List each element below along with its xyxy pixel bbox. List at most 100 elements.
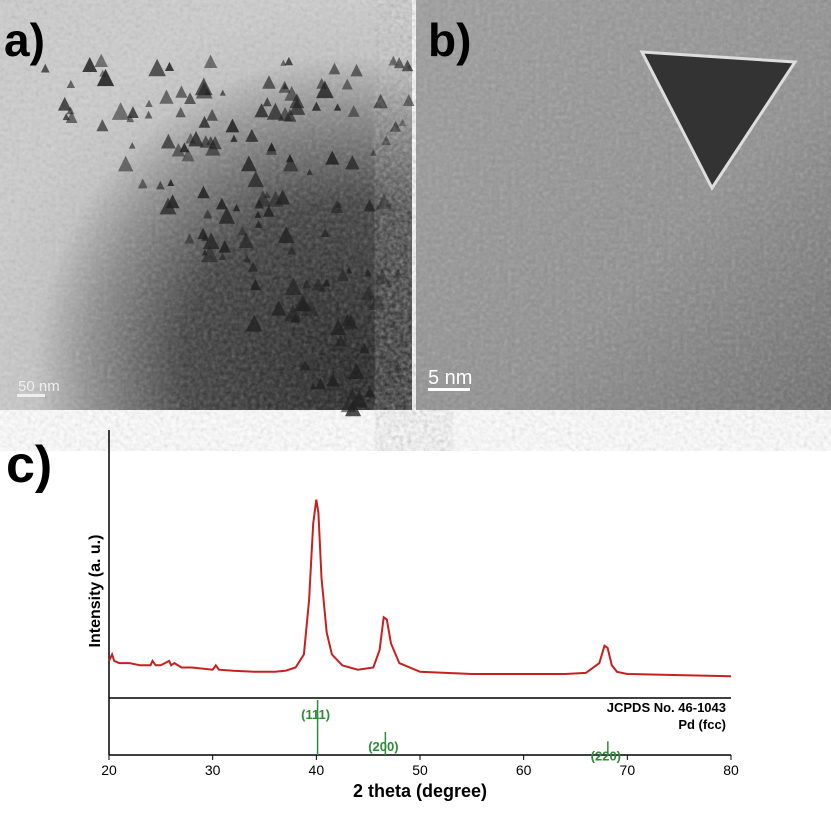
particle	[96, 68, 115, 87]
particle	[263, 190, 271, 199]
particle	[333, 103, 342, 111]
reference-label: (220)	[591, 748, 621, 763]
particle	[328, 62, 341, 75]
particle	[282, 155, 299, 172]
particle	[401, 59, 414, 72]
x-tick-label: 50	[412, 762, 428, 778]
particle	[117, 155, 134, 172]
particle	[197, 227, 209, 240]
particle	[111, 102, 130, 120]
particle	[144, 110, 153, 119]
scale-bar-label: 50 nm	[18, 378, 60, 395]
particle	[280, 59, 287, 66]
particle	[330, 200, 344, 213]
particle	[206, 136, 216, 145]
particle	[238, 232, 254, 249]
particle	[179, 142, 190, 153]
particle	[254, 210, 262, 218]
particle	[370, 149, 377, 156]
particle	[341, 78, 353, 90]
particle	[350, 390, 368, 408]
particle	[254, 220, 263, 228]
particle	[184, 233, 195, 244]
particle	[359, 342, 370, 354]
particle	[243, 254, 251, 263]
panel-label: a)	[4, 14, 45, 66]
particle	[167, 179, 175, 186]
xrd-pattern	[108, 499, 732, 678]
particle	[368, 293, 386, 311]
particle	[390, 120, 402, 132]
tem-image-a	[0, 0, 415, 417]
tem-image-b	[416, 0, 831, 410]
particle	[300, 360, 311, 371]
particle	[156, 180, 165, 190]
particle	[148, 58, 166, 77]
particle	[393, 57, 405, 69]
particle	[145, 99, 153, 107]
particle	[201, 249, 208, 256]
particle	[96, 119, 109, 132]
particle	[237, 226, 248, 236]
particle	[94, 53, 108, 68]
particle	[197, 185, 210, 199]
x-axis-label: 2 theta (degree)	[353, 781, 487, 801]
particle	[284, 304, 302, 322]
particle	[203, 54, 218, 69]
particle	[263, 205, 275, 217]
particle	[249, 279, 262, 291]
particle	[322, 278, 331, 287]
particle	[218, 240, 231, 253]
particle	[160, 133, 176, 149]
particle	[373, 93, 388, 109]
particle	[198, 115, 211, 128]
particle	[218, 252, 227, 260]
particle	[195, 81, 213, 99]
particle	[241, 155, 257, 172]
x-tick-label: 40	[309, 762, 325, 778]
particle	[374, 268, 391, 285]
particle	[284, 277, 303, 296]
particle	[300, 298, 319, 316]
particle	[314, 377, 327, 390]
particle	[389, 362, 401, 374]
particle	[336, 268, 350, 282]
particle	[345, 155, 360, 170]
particle	[398, 118, 407, 126]
particle	[127, 106, 139, 118]
particle	[266, 102, 284, 120]
particle	[320, 228, 330, 238]
particle	[171, 143, 186, 157]
particle	[184, 92, 196, 105]
particle	[265, 143, 278, 155]
particle	[340, 397, 356, 413]
particle	[311, 277, 325, 291]
y-axis-label: Intensity (a. u.)	[87, 535, 104, 648]
particle	[99, 69, 107, 77]
particle	[126, 114, 135, 123]
particle	[262, 97, 272, 107]
scale-bar-label: 5 nm	[428, 367, 472, 389]
particle	[205, 140, 221, 156]
particle	[218, 207, 236, 224]
particle	[245, 314, 263, 332]
particle	[361, 285, 376, 301]
particle	[389, 321, 398, 329]
particle	[165, 194, 180, 209]
particle	[262, 75, 276, 89]
particle	[364, 386, 376, 398]
particle	[254, 190, 271, 207]
x-tick-label: 60	[516, 762, 532, 778]
particle	[247, 170, 264, 188]
x-tick-label: 20	[101, 762, 117, 778]
particle	[398, 399, 409, 409]
particle	[128, 141, 136, 149]
particle	[254, 103, 269, 118]
particle	[232, 203, 241, 212]
particle	[350, 63, 363, 77]
particle	[225, 118, 240, 133]
particle	[343, 314, 358, 329]
particle	[206, 108, 219, 121]
particle	[277, 226, 295, 244]
particle	[62, 112, 70, 121]
